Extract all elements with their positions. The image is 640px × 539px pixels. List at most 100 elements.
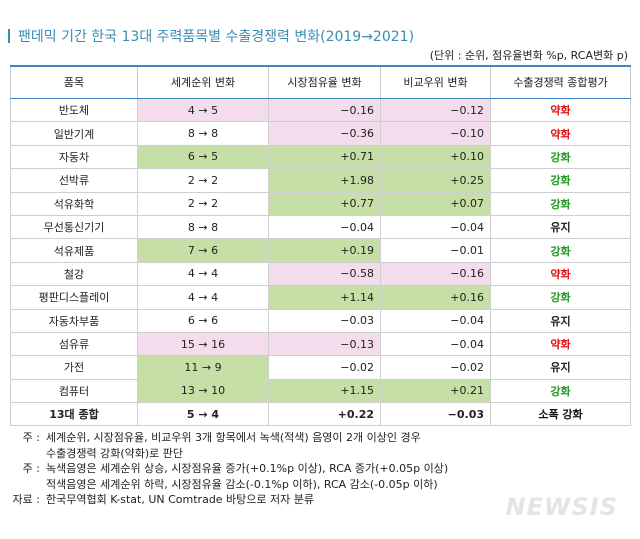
note-line: 녹색음영은 세계순위 상승, 시장점유율 증가(+0.1%p 이상), RCA … <box>46 462 449 475</box>
table-cell: 8 → 8 <box>137 121 269 146</box>
table-cell: 소폭 강화 <box>490 402 631 427</box>
table-row: 철강 4 → 4 −0.58 −0.16 약화 <box>10 261 631 287</box>
table-row: 가전 11 → 9 −0.02 −0.02 유지 <box>10 355 631 380</box>
table-cell: 약화 <box>490 97 631 123</box>
table-row: 석유제품 7 → 6 +0.19 −0.01 강화 <box>10 238 631 263</box>
table-cell: −0.16 <box>380 261 491 287</box>
table-cell: +1.98 <box>268 168 381 193</box>
column-header: 품목 <box>10 65 138 99</box>
note: 자료 : 한국무역협회 K-stat, UN Comtrade 바탕으로 저자 분… <box>12 492 448 508</box>
note: 주 : 세계순위, 시장점유율, 비교우위 3개 항목에서 녹색(적색) 음영이 … <box>12 430 448 461</box>
watermark: NEWSIS <box>505 493 618 521</box>
table-cell: −0.03 <box>268 308 381 333</box>
table-cell: 자동차 <box>10 144 138 170</box>
note-label: 주 : <box>22 431 40 444</box>
table-cell: −0.01 <box>380 238 491 263</box>
table-cell: 6 → 6 <box>137 308 269 333</box>
table-cell: 4 → 4 <box>137 285 269 310</box>
table-cell: −0.03 <box>380 402 491 427</box>
table-row: 일반기계 8 → 8 −0.36 −0.10 약화 <box>10 121 631 146</box>
table-cell: 선박류 <box>10 168 138 193</box>
table-cell: 석유제품 <box>10 238 138 263</box>
column-header: 세계순위 변화 <box>137 65 269 99</box>
table-cell: +0.71 <box>268 144 381 170</box>
table-row: 섬유류 15 → 16 −0.13 −0.04 약화 <box>10 331 631 357</box>
table-cell: 강화 <box>490 378 631 404</box>
table-cell: +0.16 <box>380 285 491 310</box>
note-line: 적색음영은 세계순위 하락, 시장점유율 감소(-0.1%p 이하), RCA … <box>46 477 438 491</box>
table-cell: 8 → 8 <box>137 214 269 240</box>
table-cell: 약화 <box>490 331 631 357</box>
table-cell: 강화 <box>490 285 631 310</box>
table-cell: +0.19 <box>268 238 381 263</box>
table-cell: 11 → 9 <box>137 355 269 380</box>
table-cell: 6 → 5 <box>137 144 269 170</box>
note-body: 세계순위, 시장점유율, 비교우위 3개 항목에서 녹색(적색) 음영이 2개 … <box>46 430 421 461</box>
table-cell: 유지 <box>490 355 631 380</box>
table-cell: +0.07 <box>380 191 491 216</box>
table-cell: 평판디스플레이 <box>10 285 138 310</box>
notes: 주 : 세계순위, 시장점유율, 비교우위 3개 항목에서 녹색(적색) 음영이 … <box>12 430 449 508</box>
table-cell: 철강 <box>10 261 138 287</box>
table-row: 자동차 6 → 5 +0.71 +0.10 강화 <box>10 144 631 170</box>
table-cell: 4 → 4 <box>137 261 269 287</box>
table-cell: 컴퓨터 <box>10 378 138 404</box>
table-row: 선박류 2 → 2 +1.98 +0.25 강화 <box>10 168 631 193</box>
table-cell: 5 → 4 <box>137 402 269 427</box>
table-cell: 석유화학 <box>10 191 138 216</box>
table-cell: +0.22 <box>268 402 381 427</box>
title-bar <box>8 29 10 43</box>
table-cell: 무선통신기기 <box>10 214 138 240</box>
table-cell: 2 → 2 <box>137 191 269 216</box>
column-header: 수출경쟁력 종합평가 <box>490 65 631 99</box>
table-row: 13대 종합 5 → 4 +0.22 −0.03 소폭 강화 <box>10 402 631 427</box>
table-cell: 유지 <box>490 214 631 240</box>
table-row: 반도체 4 → 5 −0.16 −0.12 약화 <box>10 97 631 123</box>
note: 주 : 녹색음영은 세계순위 상승, 시장점유율 증가(+0.1%p 이상), R… <box>12 461 448 492</box>
table-cell: −0.04 <box>380 308 491 333</box>
unit: (단위 : 순위, 점유율변화 %p, RCA변화 p) <box>429 49 628 62</box>
note-line: 수출경쟁력 강화(약화)로 판단 <box>46 446 184 460</box>
table-cell: −0.02 <box>268 355 381 380</box>
table-cell: +1.14 <box>268 285 381 310</box>
table-row: 컴퓨터 13 → 10 +1.15 +0.21 강화 <box>10 378 631 404</box>
note-line: 세계순위, 시장점유율, 비교우위 3개 항목에서 녹색(적색) 음영이 2개 … <box>46 431 421 444</box>
table-cell: 13대 종합 <box>10 402 138 427</box>
table-cell: 7 → 6 <box>137 238 269 263</box>
table-cell: 4 → 5 <box>137 97 269 123</box>
table-cell: 2 → 2 <box>137 168 269 193</box>
note-label: 자료 : <box>12 493 40 506</box>
table-cell: −0.12 <box>380 97 491 123</box>
title: 팬데믹 기간 한국 13대 주력품목별 수출경쟁력 변화(2019→2021) <box>18 29 415 45</box>
note-label: 주 : <box>22 462 40 475</box>
table-cell: 약화 <box>490 261 631 287</box>
table-cell: 강화 <box>490 144 631 170</box>
table-cell: 가전 <box>10 355 138 380</box>
table-cell: −0.10 <box>380 121 491 146</box>
table-cell: +1.15 <box>268 378 381 404</box>
title-wrap: 팬데믹 기간 한국 13대 주력품목별 수출경쟁력 변화(2019→2021) <box>8 26 414 46</box>
table-cell: 일반기계 <box>10 121 138 146</box>
table-cell: 섬유류 <box>10 331 138 357</box>
table-row: 자동차부품 6 → 6 −0.03 −0.04 유지 <box>10 308 631 333</box>
table-cell: −0.16 <box>268 97 381 123</box>
table-cell: −0.58 <box>268 261 381 287</box>
table-cell: +0.25 <box>380 168 491 193</box>
table-cell: 13 → 10 <box>137 378 269 404</box>
table-cell: 강화 <box>490 168 631 193</box>
table-cell: 강화 <box>490 191 631 216</box>
table-cell: 약화 <box>490 121 631 146</box>
table-cell: +0.21 <box>380 378 491 404</box>
table-cell: −0.04 <box>380 214 491 240</box>
table: 품목 세계순위 변화 시장점유율 변화 비교우위 변화 수출경쟁력 종합평가 반도체 4 … <box>10 65 631 427</box>
table-cell: −0.04 <box>268 214 381 240</box>
table-cell: −0.13 <box>268 331 381 357</box>
note-body: 녹색음영은 세계순위 상승, 시장점유율 증가(+0.1%p 이상), RCA … <box>46 461 448 492</box>
table-cell: 강화 <box>490 238 631 263</box>
column-header: 비교우위 변화 <box>380 65 491 99</box>
table-body: 반도체 4 → 5 −0.16 −0.12 약화 일반기계 8 → 8 −0.36 −0.10 약… <box>10 97 631 427</box>
note-line: 한국무역협회 K-stat, UN Comtrade 바탕으로 저자 분류 <box>46 493 315 506</box>
table-cell: 15 → 16 <box>137 331 269 357</box>
table-cell: +0.77 <box>268 191 381 216</box>
